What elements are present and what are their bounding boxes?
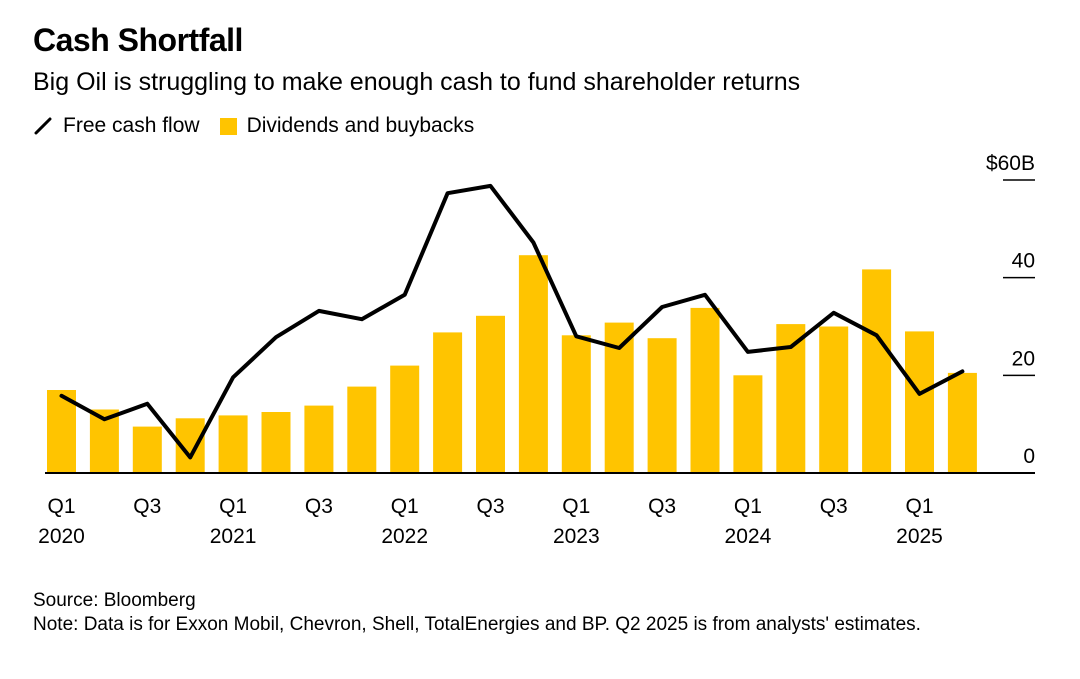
x-tick-year-10: 2025 — [896, 525, 943, 548]
x-tick-year-2: 2021 — [210, 525, 257, 548]
bar-20 — [905, 331, 934, 473]
x-tick-label-6: Q1 — [562, 495, 590, 518]
bar-14 — [647, 338, 677, 473]
x-tick-year-0: 2020 — [38, 525, 85, 548]
bar-7 — [347, 386, 377, 473]
legend-label-free-cash-flow: Free cash flow — [63, 114, 200, 137]
bar-4 — [218, 415, 248, 473]
chart-subtitle: Big Oil is struggling to make enough cas… — [33, 68, 801, 96]
y-tick-label-3: $60B — [986, 152, 1035, 175]
x-tick-label-8: Q1 — [734, 495, 762, 518]
x-tick-label-2: Q1 — [219, 495, 247, 518]
legend-item-free-cash-flow: Free cash flow — [33, 114, 200, 138]
bar-2 — [132, 426, 162, 473]
bar-8 — [390, 365, 420, 473]
bar-16 — [733, 375, 763, 473]
bar-0 — [47, 390, 76, 473]
bar-6 — [304, 405, 334, 473]
x-tick-year-4: 2022 — [381, 525, 428, 548]
legend-label-dividends: Dividends and buybacks — [246, 114, 475, 137]
data-note: Note: Data is for Exxon Mobil, Chevron, … — [33, 614, 921, 635]
bar-19 — [862, 269, 892, 473]
bar-11 — [518, 255, 548, 473]
y-tick-label-0: 0 — [1023, 445, 1035, 468]
chart-footer: Source: Bloomberg Note: Data is for Exxo… — [33, 589, 921, 637]
x-tick-label-4: Q1 — [391, 495, 419, 518]
x-tick-label-3: Q3 — [305, 495, 333, 518]
bar-12 — [561, 335, 591, 473]
bar-21 — [947, 372, 977, 473]
legend: Free cash flow Dividends and buybacks — [33, 114, 494, 138]
legend-item-dividends: Dividends and buybacks — [219, 114, 475, 138]
x-tick-year-8: 2024 — [725, 525, 772, 548]
bar-5 — [261, 412, 291, 473]
source-note: Source: Bloomberg — [33, 590, 196, 611]
free-cash-flow-line — [59, 183, 965, 460]
x-tick-year-6: 2023 — [553, 525, 600, 548]
x-tick-label-1: Q3 — [133, 495, 161, 518]
x-tick-label-9: Q3 — [820, 495, 848, 518]
y-tick-label-2: 40 — [1012, 250, 1035, 273]
x-tick-label-7: Q3 — [648, 495, 676, 518]
y-tick-label-1: 20 — [1012, 347, 1035, 370]
chart-title: Cash Shortfall — [33, 22, 243, 58]
x-tick-label-5: Q3 — [476, 495, 504, 518]
bar-18 — [819, 326, 849, 473]
bar-10 — [476, 315, 505, 473]
x-tick-label-0: Q1 — [47, 495, 75, 518]
chart-plot: 0 20 40 $60B Q1 2020 Q3 Q1 2021 Q3 Q1 2022 Q3 Q1 2023 Q… — [38, 152, 1035, 548]
line-series-icon — [34, 117, 52, 135]
bar-9 — [433, 332, 463, 473]
bar-15 — [690, 307, 720, 473]
bar-series-swatch — [219, 117, 237, 135]
x-tick-label-10: Q1 — [905, 495, 933, 518]
